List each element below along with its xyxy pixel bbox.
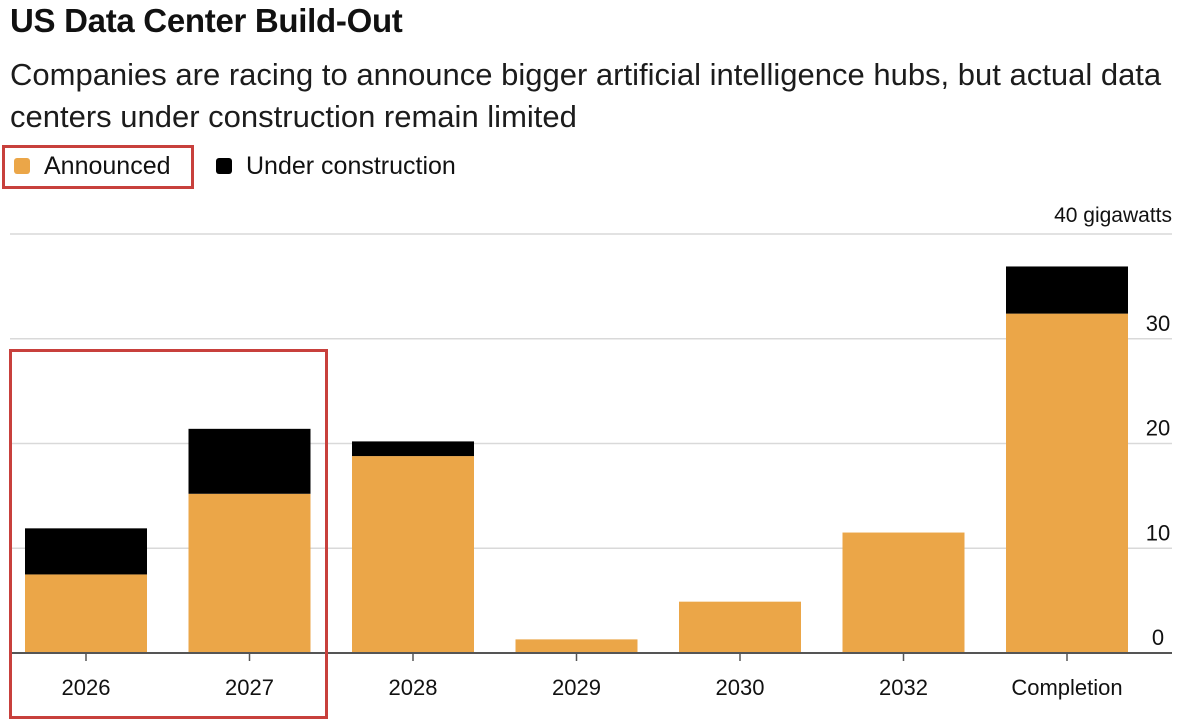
legend-item-announced: Announced — [14, 147, 171, 185]
y-tick-label-10: 10 — [1146, 520, 1170, 545]
bar-2032-announced — [842, 532, 965, 653]
x-tick-label-2028: 2028 — [389, 675, 438, 700]
legend-label-announced: Announced — [44, 151, 171, 180]
chart-title: US Data Center Build-Out — [10, 2, 403, 39]
y-tick-label-0: 0 — [1152, 625, 1164, 650]
x-tick-label-2026: 2026 — [62, 675, 111, 700]
x-tick-label-completion: Completion — [1011, 675, 1122, 700]
legend-swatch-under-construction — [216, 158, 232, 174]
bar-2029-announced — [515, 639, 638, 653]
y-tick-label-30: 30 — [1146, 311, 1170, 336]
bars-highlight-box — [9, 349, 328, 719]
legend-item-under-construction: Under construction — [216, 147, 456, 185]
x-tick-label-2030: 2030 — [716, 675, 765, 700]
y-tick-label-20: 20 — [1146, 416, 1170, 441]
bar-2028-announced — [352, 456, 474, 653]
bar-completion-under-construction — [1006, 266, 1128, 314]
x-tick-label-2032: 2032 — [879, 675, 928, 700]
legend-label-under-construction: Under construction — [246, 151, 456, 180]
bar-2027-announced — [188, 493, 311, 653]
bar-2027-under-construction — [188, 428, 311, 494]
legend-highlight-box — [2, 145, 194, 189]
legend-swatch-announced — [14, 158, 30, 174]
x-tick-label-2029: 2029 — [552, 675, 601, 700]
y-tick-label-40: 40 gigawatts — [1054, 204, 1172, 227]
chart-subtitle: Companies are racing to announce bigger … — [10, 57, 1162, 134]
bar-2026-under-construction — [25, 528, 147, 575]
bar-completion-announced — [1006, 313, 1128, 653]
bar-2026-announced — [25, 574, 147, 653]
bar-2030-announced — [679, 601, 801, 653]
x-tick-label-2027: 2027 — [225, 675, 274, 700]
bar-2028-under-construction — [352, 441, 474, 457]
